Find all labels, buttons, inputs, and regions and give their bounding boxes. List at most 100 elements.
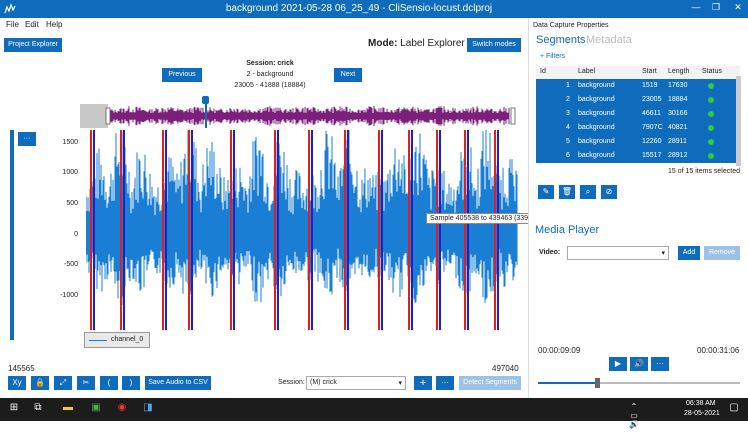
signal-area[interactable] <box>86 130 518 330</box>
time-total: 00:00:31:06 <box>697 346 740 355</box>
windows-start-icon[interactable]: ⊞ <box>9 402 19 413</box>
tab-metadata[interactable]: Metadata <box>586 34 632 46</box>
segment-marker[interactable] <box>233 130 235 330</box>
panel-header: Data Capture Properties <box>533 22 609 29</box>
menu-edit[interactable]: Edit <box>25 20 39 29</box>
overview-viewport[interactable] <box>80 104 108 128</box>
segment-marker[interactable] <box>165 130 167 330</box>
task-view-icon[interactable]: ⧉ <box>34 402 42 413</box>
xy-button[interactable]: Xy <box>8 376 26 390</box>
session-select-value: (M) crick <box>310 379 337 386</box>
table-row[interactable]: 6 background 15517 28912 <box>536 149 740 163</box>
segment-marker[interactable] <box>277 130 279 330</box>
overview-right-handle[interactable] <box>510 107 516 125</box>
project-explorer-button[interactable]: Project Explorer <box>4 38 62 52</box>
close-bracket-button[interactable]: ) <box>122 376 140 390</box>
tab-segments[interactable]: Segments <box>536 34 586 46</box>
segment-marker[interactable] <box>408 130 410 330</box>
remove-video-button[interactable]: Remove <box>704 246 740 260</box>
save-audio-button[interactable]: Save Audio to CSV <box>145 376 211 390</box>
segment-marker[interactable] <box>494 130 496 330</box>
switch-modes-button[interactable]: Switch modes <box>467 38 521 52</box>
expand-icon[interactable]: ⤢ <box>54 376 72 390</box>
column-id[interactable]: Id <box>540 68 546 75</box>
segment-marker[interactable] <box>120 130 122 330</box>
overview-left-handle[interactable] <box>105 107 111 125</box>
more-button[interactable]: ··· <box>436 376 454 390</box>
hide-icon[interactable]: ⊘ <box>601 185 617 199</box>
segment-marker[interactable] <box>344 130 346 330</box>
menu-file[interactable]: File <box>6 20 19 29</box>
segment-marker[interactable] <box>497 130 499 330</box>
status-ok-icon <box>708 153 714 159</box>
add-video-button[interactable]: Add <box>678 246 700 260</box>
maximize-button[interactable]: ❐ <box>711 2 721 12</box>
segment-marker[interactable] <box>308 130 310 330</box>
segment-marker[interactable] <box>347 130 349 330</box>
detect-segments-button[interactable]: Detect Segments <box>459 376 521 390</box>
legend-line <box>89 340 107 341</box>
trash-icon[interactable]: 🗑 <box>559 185 575 199</box>
segment-marker[interactable] <box>439 130 441 330</box>
segment-marker[interactable] <box>274 130 276 330</box>
chrome-icon[interactable]: ◉ <box>117 402 127 413</box>
table-row[interactable]: 5 background 12260 28911 <box>536 135 740 149</box>
segment-marker[interactable] <box>123 130 125 330</box>
status-ok-icon <box>708 83 714 89</box>
seek-thumb[interactable] <box>594 378 600 388</box>
segment-marker[interactable] <box>378 130 380 330</box>
cut-icon[interactable]: ✂ <box>77 376 95 390</box>
filters-link[interactable]: + Filters <box>540 53 566 60</box>
table-scrollbar[interactable] <box>736 76 741 166</box>
pycharm-icon[interactable]: ▣ <box>91 402 101 413</box>
add-segment-button[interactable]: + <box>414 376 432 390</box>
window-title: background 2021-05-28 06_25_49 - CliSens… <box>225 3 493 14</box>
session-select[interactable]: (M) crick ▾ <box>306 376 406 390</box>
plot-menu-button[interactable]: ··· <box>18 132 36 146</box>
segment-marker[interactable] <box>467 130 469 330</box>
close-button[interactable]: ✕ <box>734 2 742 12</box>
table-row[interactable]: 2 background 23005 18884 <box>536 93 740 107</box>
menu-help[interactable]: Help <box>46 20 63 29</box>
segment-marker[interactable] <box>381 130 383 330</box>
minimize-button[interactable]: — <box>691 2 701 12</box>
column-start[interactable]: Start <box>642 68 657 75</box>
overview-waveform[interactable] <box>80 104 516 128</box>
lock-icon[interactable]: 🔒 <box>31 376 49 390</box>
notifications-icon[interactable]: ▢ <box>729 402 739 413</box>
segment-marker[interactable] <box>93 130 95 330</box>
segment-marker[interactable] <box>464 130 466 330</box>
video-select[interactable]: ▾ <box>567 246 669 260</box>
segment-marker[interactable] <box>311 130 313 330</box>
previous-button[interactable]: Previous <box>162 68 202 82</box>
file-explorer-icon[interactable]: ▬ <box>63 402 73 413</box>
segment-marker[interactable] <box>411 130 413 330</box>
segment-marker[interactable] <box>188 130 190 330</box>
column-status[interactable]: Status <box>702 68 722 75</box>
column-length[interactable]: Length <box>668 68 690 75</box>
segment-marker[interactable] <box>191 130 193 330</box>
more-options-button[interactable]: ··· <box>651 357 669 371</box>
y-tick-label: 1000 <box>62 169 78 176</box>
play-icon[interactable]: ▶ <box>609 357 627 371</box>
edit-icon[interactable]: ✎ <box>538 185 554 199</box>
segment-marker[interactable] <box>436 130 438 330</box>
open-bracket-button[interactable]: ( <box>100 376 118 390</box>
segment-marker[interactable] <box>90 130 92 330</box>
status-ok-icon <box>708 97 714 103</box>
system-tray-icons[interactable]: ⌃ ▭ 🔊 ✦ <box>629 402 639 438</box>
seek-bar[interactable] <box>538 378 740 388</box>
waveform-plot[interactable]: ··· 1500 1000 500 0 -500 -1000 channel_0 <box>10 130 518 348</box>
segment-marker[interactable] <box>230 130 232 330</box>
clisensio-app-icon[interactable]: ◨ <box>143 402 153 413</box>
table-row[interactable]: 4 background 7907C 40821 <box>536 121 740 135</box>
column-label[interactable]: Label <box>578 68 596 75</box>
next-button[interactable]: Next <box>334 68 362 82</box>
segment-marker[interactable] <box>162 130 164 330</box>
playhead-handle[interactable] <box>202 96 209 104</box>
volume-icon[interactable]: 🔊 <box>630 357 648 371</box>
search-icon[interactable]: ⌕ <box>580 185 596 199</box>
legend-label: channel_0 <box>111 336 144 343</box>
table-row[interactable]: 1 background 1519 17630 <box>536 79 740 93</box>
table-row[interactable]: 3 background 46611 30166 <box>536 107 740 121</box>
